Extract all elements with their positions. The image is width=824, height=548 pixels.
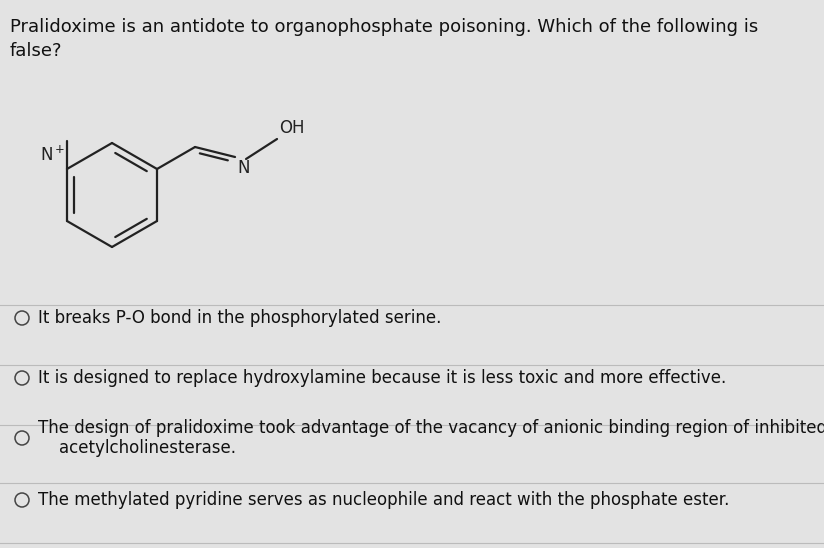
Text: N$^+$: N$^+$ <box>40 146 65 165</box>
Text: The methylated pyridine serves as nucleophile and react with the phosphate ester: The methylated pyridine serves as nucleo… <box>38 491 729 509</box>
Text: false?: false? <box>10 42 63 60</box>
Text: OH: OH <box>279 119 305 137</box>
Text: N: N <box>237 159 250 177</box>
Text: It breaks P-O bond in the phosphorylated serine.: It breaks P-O bond in the phosphorylated… <box>38 309 442 327</box>
Text: The design of pralidoxime took advantage of the vacancy of anionic binding regio: The design of pralidoxime took advantage… <box>38 419 824 458</box>
Text: It is designed to replace hydroxylamine because it is less toxic and more effect: It is designed to replace hydroxylamine … <box>38 369 726 387</box>
Text: Pralidoxime is an antidote to organophosphate poisoning. Which of the following : Pralidoxime is an antidote to organophos… <box>10 18 758 36</box>
